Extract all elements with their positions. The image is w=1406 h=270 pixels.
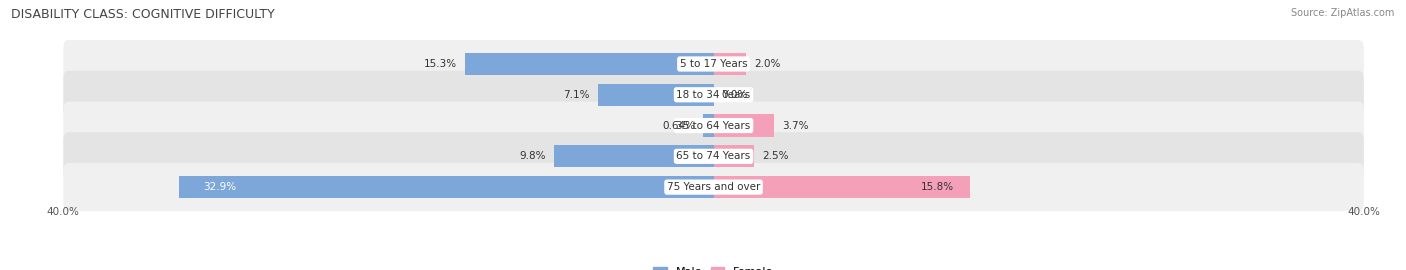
Legend: Male, Female: Male, Female — [650, 262, 778, 270]
Text: 2.0%: 2.0% — [754, 59, 780, 69]
FancyBboxPatch shape — [63, 71, 1364, 119]
Text: 5 to 17 Years: 5 to 17 Years — [679, 59, 748, 69]
Text: 15.8%: 15.8% — [921, 182, 955, 192]
Text: DISABILITY CLASS: COGNITIVE DIFFICULTY: DISABILITY CLASS: COGNITIVE DIFFICULTY — [11, 8, 276, 21]
Text: 7.1%: 7.1% — [564, 90, 591, 100]
Text: Source: ZipAtlas.com: Source: ZipAtlas.com — [1291, 8, 1395, 18]
Bar — [598, 84, 713, 106]
Text: 3.7%: 3.7% — [782, 120, 808, 131]
Text: 9.8%: 9.8% — [520, 151, 546, 161]
Text: 18 to 34 Years: 18 to 34 Years — [676, 90, 751, 100]
Text: 2.5%: 2.5% — [762, 151, 789, 161]
FancyBboxPatch shape — [63, 40, 1364, 88]
Text: 35 to 64 Years: 35 to 64 Years — [676, 120, 751, 131]
Bar — [713, 114, 773, 137]
Bar — [703, 114, 713, 137]
Bar — [713, 145, 754, 167]
Text: 32.9%: 32.9% — [202, 182, 236, 192]
FancyBboxPatch shape — [63, 163, 1364, 211]
FancyBboxPatch shape — [63, 102, 1364, 150]
Text: 75 Years and over: 75 Years and over — [666, 182, 761, 192]
Text: 15.3%: 15.3% — [423, 59, 457, 69]
Bar — [713, 53, 747, 75]
Bar — [554, 145, 713, 167]
Text: 65 to 74 Years: 65 to 74 Years — [676, 151, 751, 161]
Bar — [465, 53, 713, 75]
Text: 0.0%: 0.0% — [721, 90, 748, 100]
Bar — [179, 176, 713, 198]
Bar — [713, 176, 970, 198]
Text: 0.64%: 0.64% — [662, 120, 695, 131]
FancyBboxPatch shape — [63, 132, 1364, 180]
